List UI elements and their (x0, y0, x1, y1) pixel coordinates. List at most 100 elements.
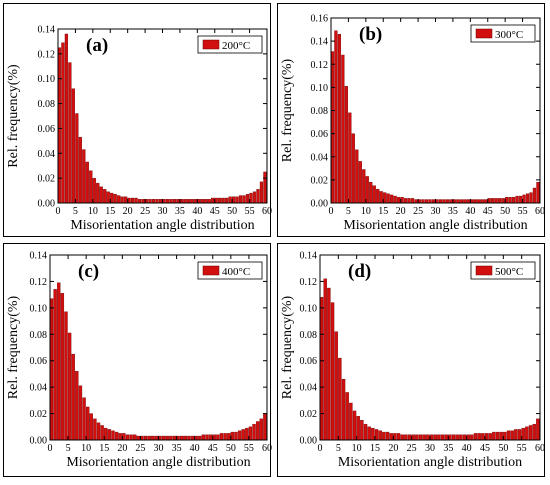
chart-c-y-tick-label: 0.02 (30, 409, 48, 420)
chart-b-bar (337, 34, 342, 204)
chart-a-x-tick-label: 60 (262, 206, 272, 217)
chart-c-y-tick-label: 0.14 (30, 251, 48, 262)
chart-a-bar (148, 199, 152, 204)
chart-c-bar (93, 418, 97, 441)
chart-a-bar (75, 113, 79, 204)
chart-d-y-tick-label: 0.12 (300, 277, 318, 288)
chart-b-y-tick-label: 0.10 (311, 83, 329, 94)
chart-b-bar (518, 195, 523, 204)
chart-b-bar (369, 182, 373, 204)
chart-a-y-axis-label: Rel. frequency(%) (6, 64, 21, 168)
chart-d-panel-label: (d) (348, 261, 371, 282)
chart-d-bar (404, 434, 408, 441)
chart-d-bar (455, 434, 459, 441)
chart-b-bar (529, 192, 533, 204)
chart-b-y-tick-label: 0.12 (311, 60, 329, 71)
chart-b-bar (525, 193, 530, 204)
chart-c-group: 0 5 10 15 20 25 30 35 40 45 50 55 60 0.00 0.02 0.04 0.06… (6, 251, 272, 471)
chart-d-x-tick-label: 15 (370, 443, 380, 454)
chart-b-bar (442, 199, 446, 204)
chart-d-bar (407, 434, 412, 441)
chart-d-bar (514, 429, 518, 441)
chart-b-bar (466, 199, 470, 204)
chart-a-y-tick-label: 0.14 (38, 25, 56, 36)
chart-a-bar (137, 199, 142, 204)
chart-c-y-tick-label: 0.06 (30, 356, 48, 367)
chart-d-y-tick-label: 0.02 (300, 409, 318, 420)
chart-c-bar (190, 435, 195, 441)
chart-a-bar (245, 194, 250, 204)
chart-d-y-tick-label: 0.06 (300, 356, 318, 367)
chart-c-bar (161, 435, 166, 441)
chart-c-bar (96, 422, 101, 441)
chart-d-bar (525, 426, 529, 441)
chart-a-bar (64, 33, 69, 204)
chart-b-bar (463, 199, 467, 204)
chart-a-y-tick-label: 0.02 (38, 174, 56, 185)
chart-d-bar (451, 434, 456, 441)
chart-a-bar (263, 171, 267, 204)
chart-a-x-tick-label: 45 (210, 206, 220, 217)
chart-c-bar (154, 435, 159, 441)
chart-b-bar (428, 199, 432, 204)
chart-a-bar (113, 194, 117, 204)
chart-d-x-tick-label: 30 (425, 443, 435, 454)
chart-d-bar (426, 434, 430, 441)
chart-d-bar (385, 431, 390, 441)
chart-c-bar (107, 429, 112, 441)
chart-a-bar (218, 197, 222, 204)
chart-a-y-tick-label: 0.12 (38, 49, 56, 60)
chart-c-bar (147, 435, 151, 441)
chart-d-bar (517, 429, 522, 441)
chart-b-bar (376, 188, 380, 204)
chart-c-bar (151, 435, 155, 441)
chart-c-bar (118, 433, 122, 441)
chart-d-bar (371, 427, 375, 441)
chart-d-bar (382, 431, 386, 441)
chart-d-x-tick-label: 25 (407, 443, 417, 454)
chart-a-bar (204, 199, 208, 204)
chart-c-bar (71, 353, 75, 441)
chart-a-bar (124, 196, 128, 204)
chart-c-x-axis-label: Misorientation angle distribution (66, 455, 250, 470)
chart-b-group: 0 5 10 15 20 25 30 35 40 45 50 55 60 0.00 0.02 0.04 0.06… (280, 14, 545, 234)
chart-d-bar (389, 433, 393, 441)
chart-d-bar (488, 433, 492, 441)
chart-a-bar (158, 199, 163, 204)
chart-a-bar (103, 189, 107, 204)
chart-c-y-tick-label: 0.10 (30, 303, 48, 314)
chart-c-bar (125, 434, 130, 441)
chart-a-bar (242, 195, 246, 204)
chart-b-y-axis-label: Rel. frequency(%) (280, 58, 295, 162)
chart-d-bar (528, 425, 533, 441)
chart-b-bar (344, 86, 348, 204)
chart-c-bar (53, 289, 57, 441)
chart-b-bar (477, 199, 481, 204)
chart-b-bar (508, 197, 512, 204)
chart-d-bar (415, 434, 419, 441)
chart-a-y-tick-label: 0.00 (38, 199, 56, 210)
chart-c-bar (241, 429, 245, 441)
chart-a-x-tick-label: 20 (123, 206, 133, 217)
chart-d-bar (400, 434, 404, 441)
chart-c-bar (201, 434, 206, 441)
chart-c-y-tick-label: 0.04 (30, 383, 48, 394)
chart-c-bar (205, 434, 209, 441)
chart-b-bar (491, 198, 495, 204)
chart-d-x-tick-label: 45 (480, 443, 490, 454)
chart-a-y-tick-label: 0.08 (38, 99, 56, 110)
chart-d-y-tick-label: 0.04 (300, 383, 318, 394)
chart-b-bar (473, 199, 477, 204)
chart-d-bar (418, 434, 423, 441)
chart-c-bar (237, 430, 242, 441)
chart-c-legend-label: 400°C (222, 266, 250, 278)
chart-d-x-tick-label: 55 (517, 443, 527, 454)
chart-c-x-tick-label: 50 (226, 443, 236, 454)
chart-a-x-tick-label: 55 (245, 206, 255, 217)
chart-a-bar (85, 161, 89, 204)
chart-b-bar (421, 199, 425, 204)
chart-b-bar (410, 198, 415, 204)
chart-b-bar (511, 197, 516, 204)
chart-a-bar (225, 197, 229, 204)
